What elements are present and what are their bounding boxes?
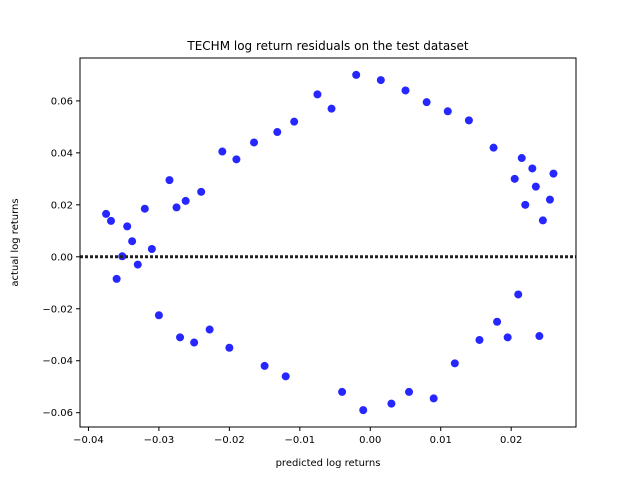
data-point bbox=[154, 311, 163, 320]
data-point bbox=[218, 147, 227, 156]
data-point bbox=[176, 333, 185, 342]
data-point bbox=[273, 128, 282, 137]
data-point bbox=[205, 325, 214, 334]
data-point bbox=[401, 86, 410, 95]
data-point bbox=[140, 204, 149, 213]
y-tick-label: 0.04 bbox=[51, 148, 73, 159]
data-point bbox=[338, 387, 347, 396]
data-point bbox=[313, 90, 322, 99]
data-point bbox=[549, 169, 558, 178]
data-point bbox=[190, 338, 199, 347]
data-point bbox=[387, 399, 396, 408]
y-tick-label: 0.06 bbox=[51, 96, 73, 107]
x-axis-ticks: −0.04 −0.03 −0.02 −0.01 0.00 0.01 0.02 bbox=[73, 427, 522, 446]
data-point bbox=[102, 209, 111, 218]
data-point bbox=[133, 260, 142, 269]
data-point bbox=[528, 164, 537, 173]
y-axis-ticks: −0.06 −0.04 −0.02 0.00 0.02 0.04 0.06 bbox=[42, 96, 80, 419]
data-point bbox=[181, 196, 190, 205]
data-point bbox=[531, 182, 540, 191]
data-point bbox=[281, 372, 290, 381]
data-point bbox=[107, 216, 115, 225]
y-tick-label: 0.02 bbox=[51, 200, 73, 211]
data-point bbox=[197, 187, 206, 196]
data-point bbox=[510, 174, 519, 183]
data-point bbox=[538, 216, 547, 225]
data-point bbox=[535, 332, 544, 341]
x-tick-label: −0.02 bbox=[214, 435, 245, 446]
data-point bbox=[359, 406, 368, 415]
x-tick-label: −0.01 bbox=[284, 435, 315, 446]
data-point bbox=[422, 98, 431, 107]
data-point bbox=[429, 394, 438, 403]
data-point bbox=[123, 222, 132, 231]
data-point bbox=[250, 138, 259, 147]
data-point bbox=[376, 76, 385, 85]
x-tick-label: 0.00 bbox=[359, 435, 381, 446]
x-tick-label: 0.01 bbox=[430, 435, 452, 446]
data-point bbox=[489, 143, 498, 152]
x-tick-label: −0.03 bbox=[144, 435, 175, 446]
plot-frame bbox=[79, 57, 577, 428]
data-point bbox=[112, 274, 121, 283]
data-point bbox=[521, 200, 530, 209]
data-point bbox=[514, 290, 523, 299]
y-tick-label: −0.04 bbox=[42, 356, 73, 367]
y-tick-label: 0.00 bbox=[51, 252, 73, 263]
data-point bbox=[290, 117, 299, 126]
y-tick-label: −0.06 bbox=[42, 408, 73, 419]
x-tick-label: −0.04 bbox=[73, 435, 104, 446]
data-point bbox=[225, 343, 234, 352]
data-point bbox=[405, 387, 414, 396]
chart-title: TECHM log return residuals on the test d… bbox=[186, 39, 469, 53]
data-point bbox=[493, 317, 502, 326]
y-tick-label: −0.02 bbox=[42, 304, 73, 315]
x-tick-label: 0.02 bbox=[500, 435, 522, 446]
data-point bbox=[260, 361, 269, 370]
y-axis-label: actual log returns bbox=[10, 198, 21, 286]
x-axis-label: predicted log returns bbox=[276, 458, 381, 469]
data-point bbox=[503, 333, 512, 342]
data-point bbox=[232, 155, 241, 164]
data-point bbox=[545, 195, 554, 204]
data-point bbox=[172, 203, 181, 212]
data-point bbox=[165, 176, 174, 185]
data-point bbox=[450, 359, 459, 368]
data-point bbox=[475, 335, 484, 344]
data-point bbox=[464, 116, 473, 125]
data-point bbox=[517, 154, 526, 163]
data-point bbox=[327, 104, 336, 113]
data-point bbox=[147, 244, 156, 253]
data-point bbox=[128, 237, 137, 246]
data-point bbox=[352, 70, 361, 79]
data-point bbox=[443, 107, 452, 116]
